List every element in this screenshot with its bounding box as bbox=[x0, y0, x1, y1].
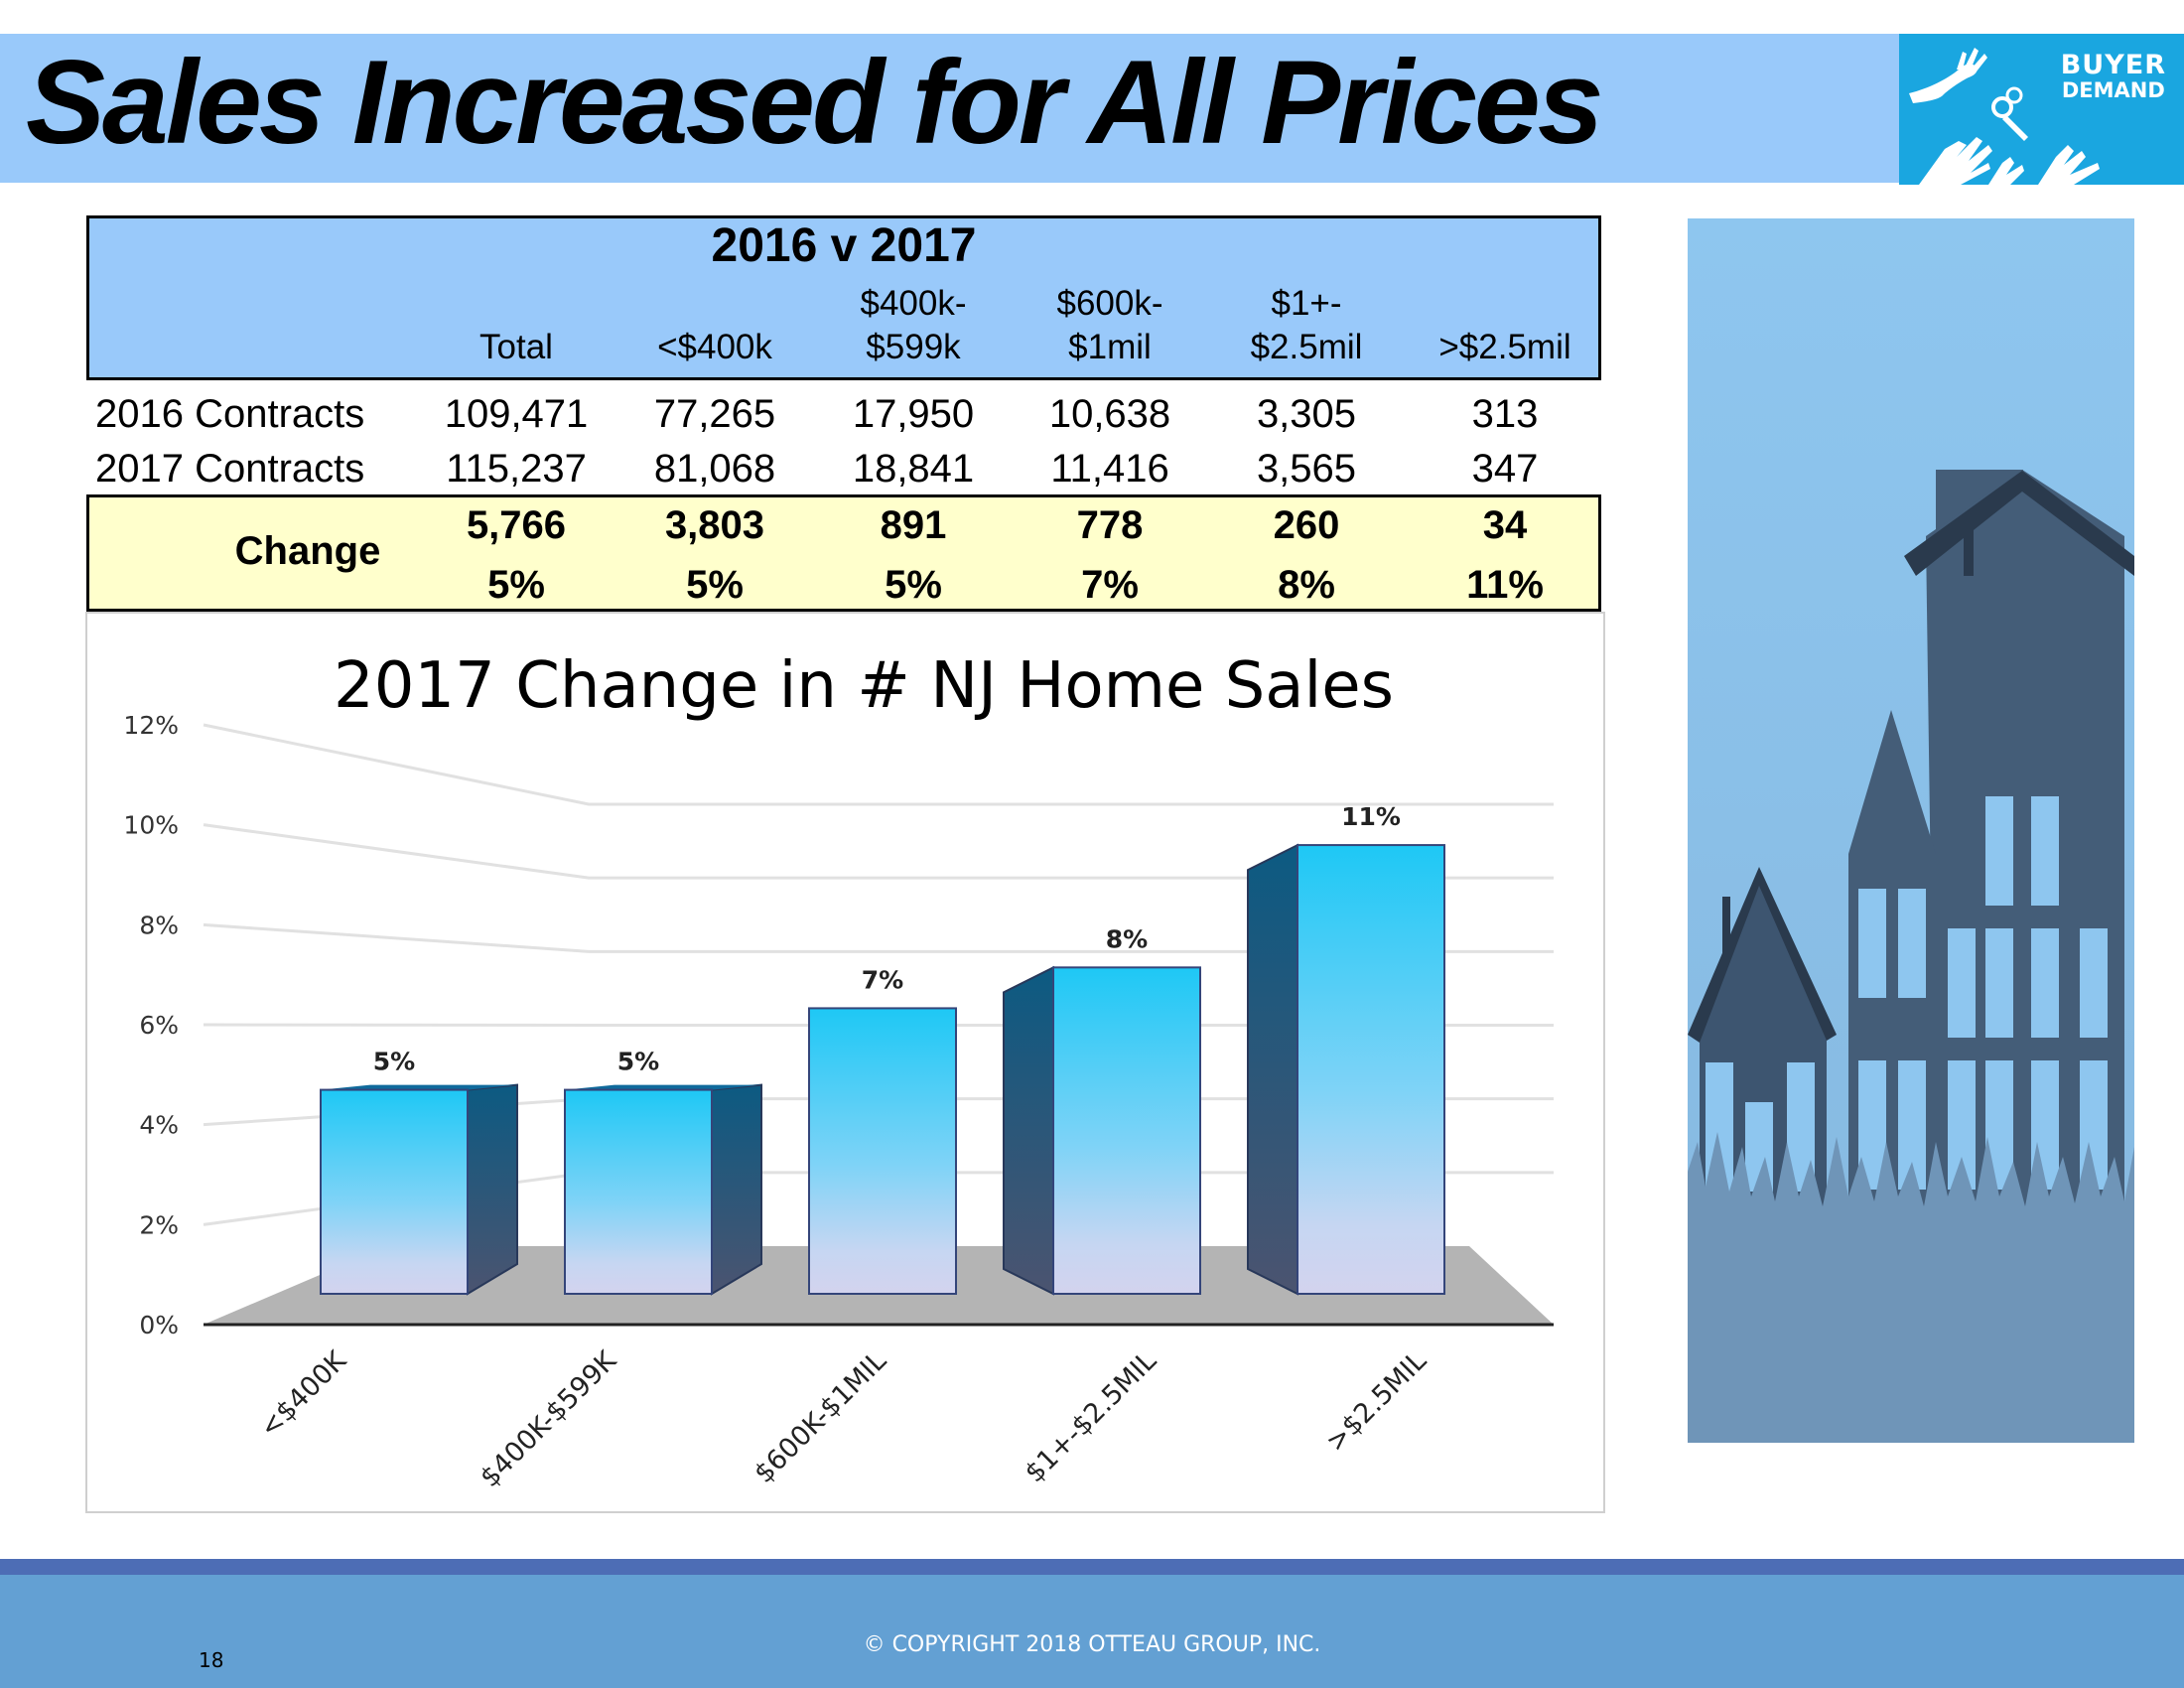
column-header-total: Total bbox=[479, 328, 553, 366]
slide-title: Sales Increased for All Prices bbox=[26, 36, 1603, 169]
data-label: 5% bbox=[373, 1048, 415, 1076]
gridline bbox=[203, 823, 1554, 880]
change-count: 34 bbox=[1482, 503, 1528, 547]
change-label: Change bbox=[234, 529, 381, 573]
logo-line-2: DEMAND bbox=[2061, 78, 2165, 103]
column-header-line1: $400k- bbox=[860, 284, 967, 323]
table-cell: 18,841 bbox=[852, 447, 975, 491]
gridline bbox=[203, 1023, 1554, 1027]
bar-top-face bbox=[321, 1084, 517, 1090]
y-tick-label: 10% bbox=[123, 811, 179, 840]
bar-side-face bbox=[467, 1083, 518, 1296]
change-count: 891 bbox=[880, 503, 947, 547]
column-header-over-2-5mil: >$2.5mil bbox=[1438, 328, 1571, 366]
y-tick-label: 8% bbox=[139, 911, 179, 939]
bar: 5% bbox=[564, 1048, 762, 1296]
table-cell: 109,471 bbox=[444, 392, 589, 436]
change-percent: 5% bbox=[885, 563, 942, 607]
y-tick-label: 4% bbox=[139, 1111, 179, 1140]
table-header bbox=[86, 215, 1601, 380]
table-cell: 313 bbox=[1471, 392, 1539, 436]
y-axis-tick-labels: 0% 2% 4% 6% 8% 10% 12% bbox=[123, 711, 179, 1339]
column-header-400k-599k: $599k bbox=[866, 328, 961, 366]
bar: 5% bbox=[320, 1048, 518, 1296]
table-cell: 3,305 bbox=[1256, 392, 1357, 436]
page-number: 18 bbox=[199, 1648, 224, 1672]
column-header-line1: $600k- bbox=[1056, 284, 1163, 323]
change-percent: 7% bbox=[1081, 563, 1139, 607]
data-label: 7% bbox=[862, 965, 903, 994]
change-count: 260 bbox=[1273, 503, 1340, 547]
table-title: 2016 v 2017 bbox=[711, 219, 977, 272]
table-cell: 77,265 bbox=[653, 392, 776, 436]
change-count: 778 bbox=[1076, 503, 1144, 547]
bar: 11% bbox=[1247, 802, 1445, 1296]
row-label-2016: 2016 Contracts bbox=[95, 392, 365, 436]
bar-top-face bbox=[565, 1084, 761, 1090]
logo-text: BUYER DEMAND bbox=[2060, 50, 2166, 103]
y-tick-label: 2% bbox=[139, 1210, 179, 1239]
bar-side-face bbox=[711, 1083, 762, 1296]
change-percent: 5% bbox=[686, 563, 744, 607]
gridline bbox=[203, 723, 1554, 806]
table-cell: 17,950 bbox=[852, 392, 975, 436]
x-axis-tick-labels: <$400K $400K-$599K $600K-$1MIL $1+-$2.5MIL >… bbox=[254, 1344, 1433, 1493]
title-band bbox=[0, 34, 2184, 183]
column-header-1-2-5mil: $2.5mil bbox=[1250, 328, 1363, 366]
table-cell: 115,237 bbox=[446, 447, 587, 491]
column-header-under-400k: <$400k bbox=[657, 328, 772, 366]
house-illustration bbox=[1688, 218, 2134, 1443]
bar-front-face bbox=[564, 1088, 713, 1296]
y-tick-label: 6% bbox=[139, 1011, 179, 1040]
table-cell: 347 bbox=[1471, 447, 1539, 491]
change-row bbox=[86, 494, 1601, 612]
row-label-2017: 2017 Contracts bbox=[95, 447, 365, 491]
x-tick-label: $400K-$599K bbox=[475, 1344, 623, 1493]
footer-band bbox=[0, 1575, 2184, 1688]
bar: 8% bbox=[1003, 924, 1201, 1296]
buyer-demand-logo: BUYER DEMAND bbox=[1899, 34, 2184, 185]
change-count: 3,803 bbox=[664, 503, 765, 547]
data-label: 8% bbox=[1106, 924, 1148, 953]
chart-title: 2017 Change in # NJ Home Sales bbox=[334, 649, 1394, 723]
copyright-text: © COPYRIGHT 2018 OTTEAU GROUP, INC. bbox=[863, 1632, 1321, 1657]
change-percent: 8% bbox=[1278, 563, 1335, 607]
x-tick-label: <$400K bbox=[254, 1344, 353, 1444]
change-count: 5,766 bbox=[466, 503, 567, 547]
data-label: 5% bbox=[617, 1048, 659, 1076]
bar-front-face bbox=[320, 1088, 469, 1296]
bar-front-face bbox=[808, 1007, 957, 1296]
bar-side-face bbox=[1247, 843, 1298, 1296]
bar-front-face bbox=[1052, 966, 1201, 1295]
column-header-line1: $1+- bbox=[1271, 284, 1342, 323]
change-percent: 11% bbox=[1466, 563, 1544, 607]
data-label: 11% bbox=[1341, 802, 1401, 831]
bar-front-face bbox=[1297, 844, 1445, 1295]
hands-keys-icon bbox=[1909, 48, 2100, 185]
bar-side-face bbox=[1003, 965, 1054, 1296]
bar: 7% bbox=[808, 965, 957, 1296]
houses-image bbox=[1688, 218, 2134, 1443]
table-cell: 81,068 bbox=[653, 447, 776, 491]
table-cell: 3,565 bbox=[1256, 447, 1357, 491]
y-tick-label: 12% bbox=[123, 711, 179, 740]
x-tick-label: $600K-$1MIL bbox=[749, 1345, 892, 1489]
footer-divider bbox=[0, 1559, 2184, 1575]
table-cell: 11,416 bbox=[1050, 447, 1169, 491]
change-percent: 5% bbox=[487, 563, 545, 607]
gridline bbox=[203, 922, 1554, 953]
table-cell: 10,638 bbox=[1048, 392, 1171, 436]
x-tick-label: $1+-$2.5MIL bbox=[1020, 1345, 1162, 1488]
x-tick-label: >$2.5MIL bbox=[1320, 1345, 1433, 1458]
y-tick-label: 0% bbox=[139, 1311, 179, 1339]
chart-bars: 5% 5% 7% 8% 11% bbox=[320, 802, 1445, 1296]
column-header-600k-1mil: $1mil bbox=[1068, 328, 1152, 366]
logo-line-1: BUYER bbox=[2060, 50, 2166, 80]
